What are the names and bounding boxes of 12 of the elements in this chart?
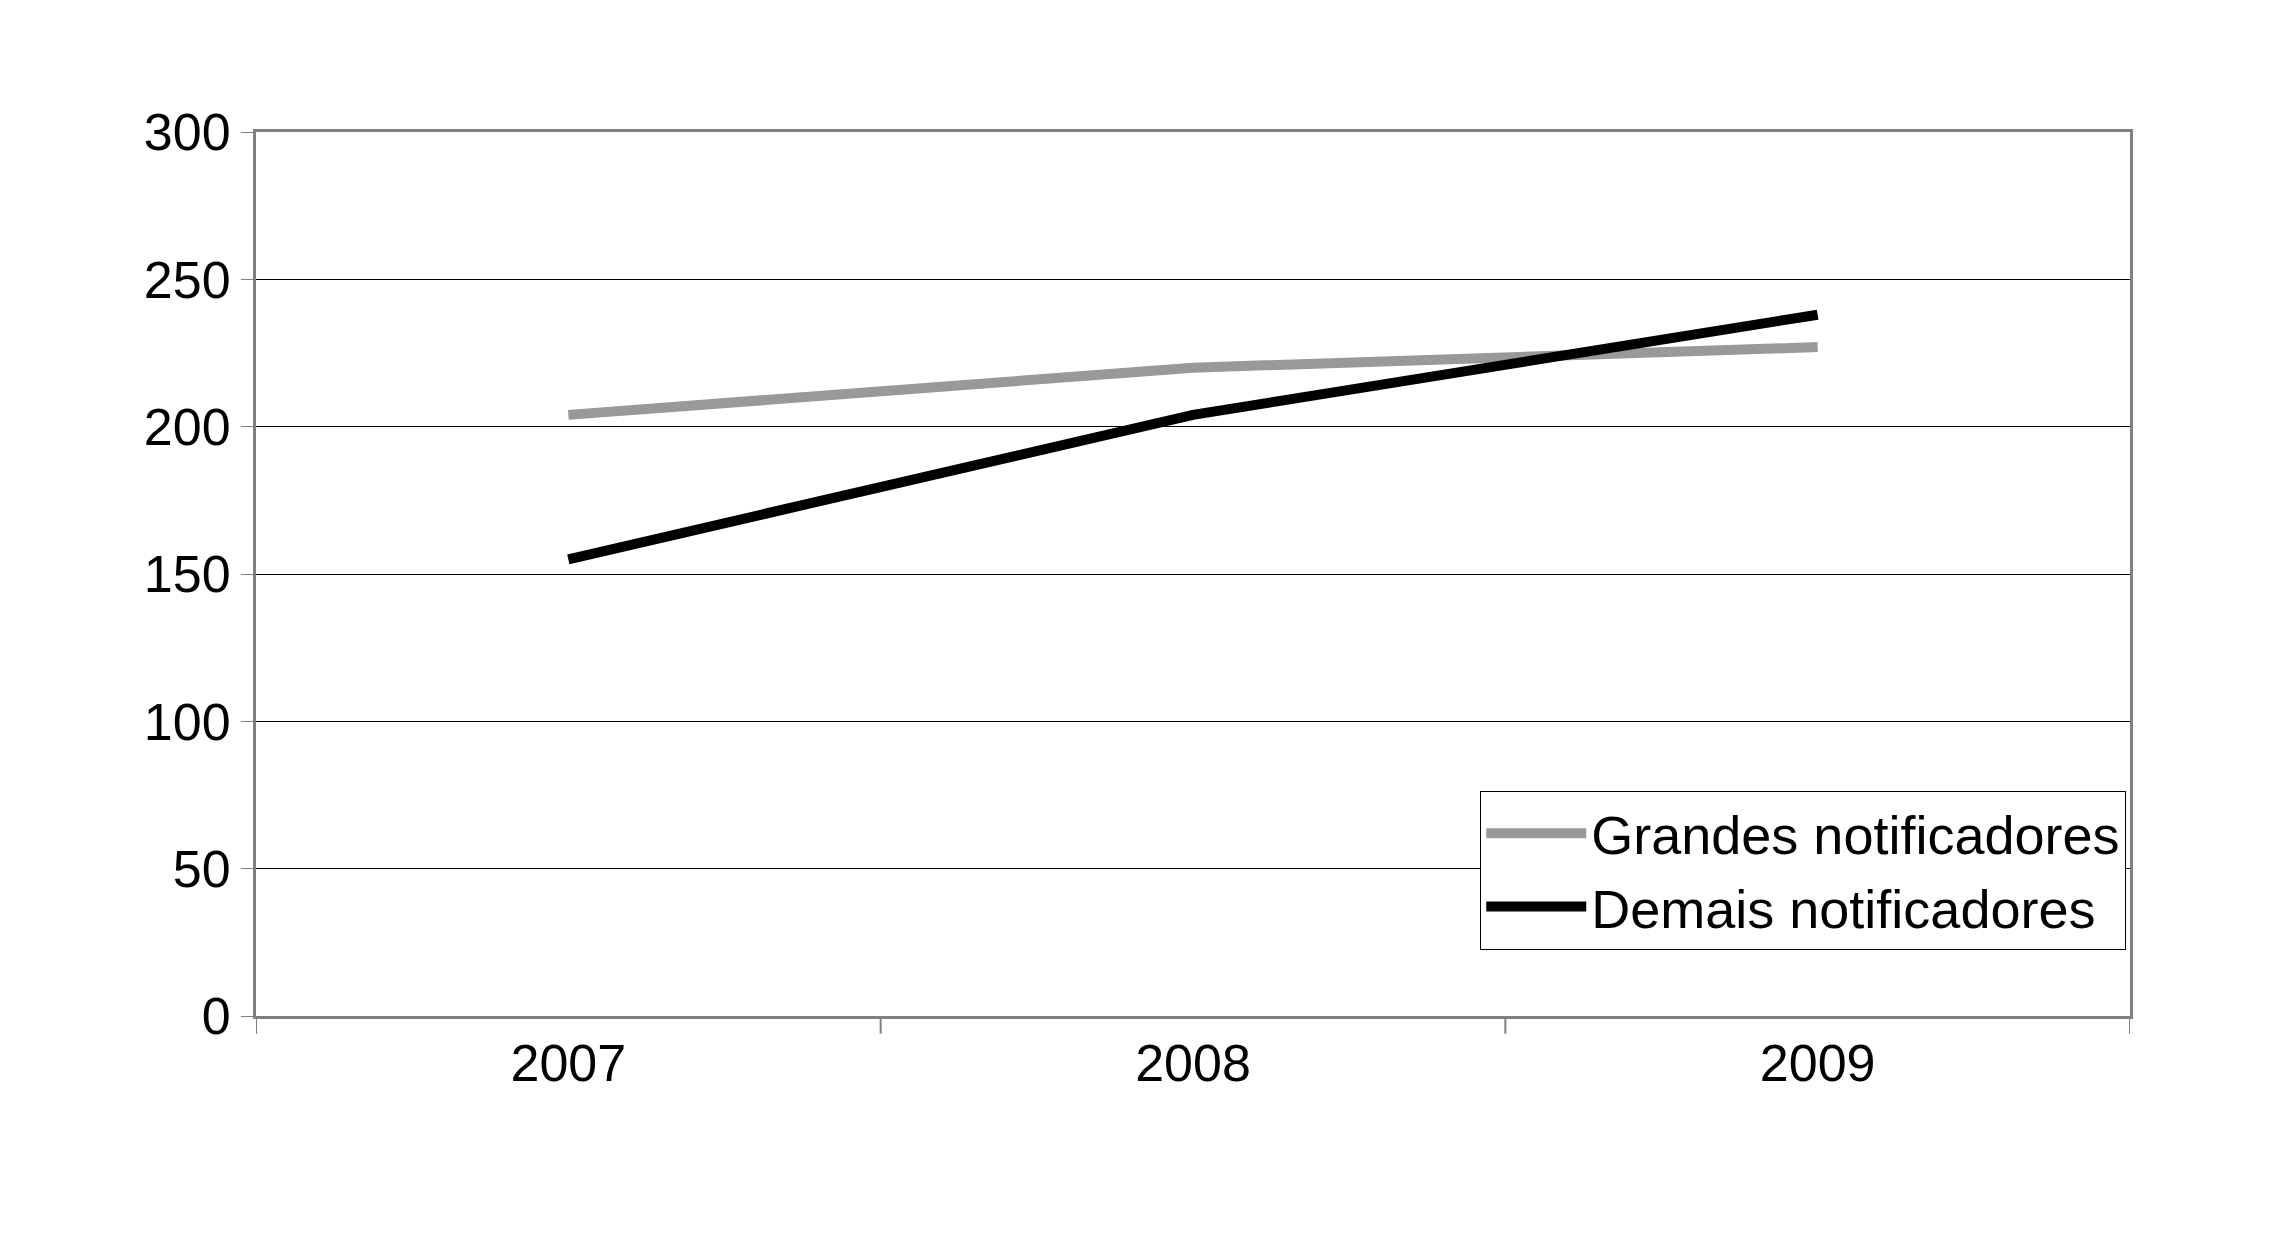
y-tick-label: 100	[143, 692, 231, 751]
y-tick-label: 200	[143, 397, 231, 456]
x-tick-label: 2007	[510, 1034, 627, 1093]
y-tick-label: 150	[143, 545, 231, 604]
legend-label: Grandes notificadores	[1591, 805, 2120, 866]
y-tick-label: 300	[143, 103, 231, 162]
x-tick-label: 2008	[1135, 1034, 1251, 1093]
legend-label: Demais notificadores	[1591, 878, 2096, 939]
x-tick-label: 2009	[1759, 1034, 1876, 1093]
y-tick-label: 0	[201, 987, 231, 1046]
y-tick-label: 50	[172, 839, 231, 898]
y-tick-label: 250	[143, 250, 231, 309]
